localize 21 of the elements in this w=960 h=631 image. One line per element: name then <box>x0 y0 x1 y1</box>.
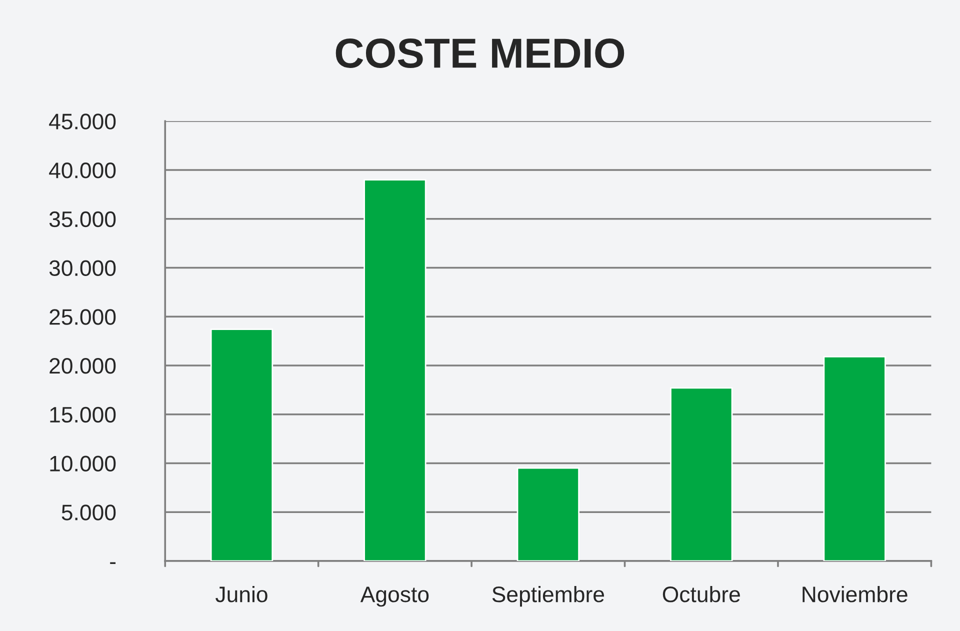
bar <box>210 328 274 561</box>
y-tick-label: 35.000 <box>49 211 116 228</box>
x-tick-label: Junio <box>216 586 268 602</box>
x-tick-label: Octubre <box>662 586 740 602</box>
y-tick-label: 25.000 <box>50 309 116 325</box>
x-tick-label: Septiembre <box>492 586 604 607</box>
y-tick-label: 15.000 <box>50 406 116 423</box>
y-tick-label: 10.000 <box>50 456 116 472</box>
y-tick-label: 20.000 <box>50 358 116 374</box>
y-tick-label: 40.000 <box>49 162 116 178</box>
x-tick-label: Agosto <box>360 586 429 607</box>
bar <box>364 179 426 561</box>
x-tick-label: Noviembre <box>802 586 908 602</box>
bar <box>823 356 886 561</box>
chart-title: COSTE MEDIO <box>336 38 624 68</box>
y-tick-label: - <box>110 562 116 564</box>
bar <box>670 387 733 561</box>
y-tick-label: 5.000 <box>62 504 116 520</box>
bar <box>516 467 580 561</box>
y-tick-label: 30.000 <box>49 260 116 276</box>
y-tick-label: 45.000 <box>49 114 116 130</box>
